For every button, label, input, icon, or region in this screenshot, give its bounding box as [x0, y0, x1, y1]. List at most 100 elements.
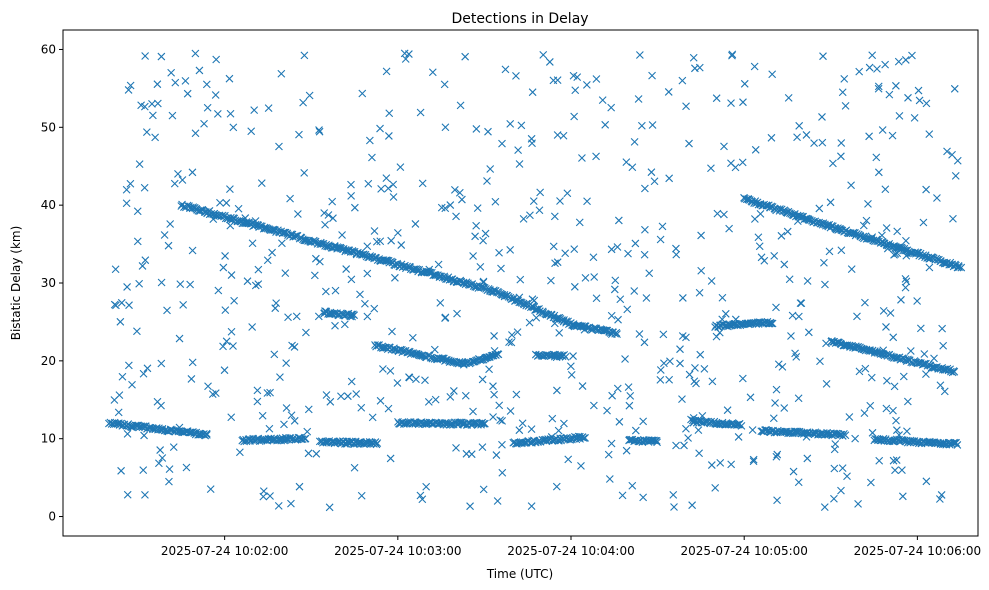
scatter-point: [578, 154, 586, 162]
scatter-point: [797, 299, 806, 308]
scatter-point: [175, 334, 184, 343]
scatter-point: [418, 495, 427, 504]
scatter-point: [590, 273, 599, 281]
scatter-point: [393, 229, 402, 237]
scatter-point: [141, 491, 149, 499]
scatter-point: [177, 202, 186, 210]
scatter-point: [187, 375, 196, 383]
scatter-point: [165, 477, 173, 486]
scatter-point: [670, 503, 678, 511]
scatter-point: [434, 260, 443, 269]
scatter-point: [263, 389, 272, 397]
scatter-point: [151, 133, 160, 142]
scatter-point: [135, 160, 144, 168]
scatter-point: [653, 438, 661, 447]
scatter-point: [864, 199, 872, 208]
scatter-point: [116, 317, 125, 326]
scatter-point: [469, 282, 478, 291]
scatter-point: [853, 312, 861, 321]
y-tick-label: 30: [41, 276, 56, 290]
scatter-point: [825, 247, 834, 256]
scatter-point: [229, 123, 238, 132]
scatter-point: [233, 217, 242, 226]
scatter-point: [727, 159, 735, 168]
scatter-point: [764, 201, 773, 210]
scatter-point: [553, 258, 562, 267]
scatter-point: [786, 429, 795, 437]
scatter-point: [176, 280, 185, 289]
scatter-point: [616, 295, 625, 304]
scatter-point: [695, 63, 704, 72]
scatter-point: [479, 236, 487, 245]
scatter-point: [592, 152, 600, 161]
y-tick-label: 60: [41, 42, 56, 56]
scatter-point: [707, 164, 715, 173]
scatter-point: [248, 323, 257, 331]
scatter-point: [363, 269, 372, 278]
scatter-point: [865, 63, 874, 72]
scatter-point: [890, 382, 899, 391]
scatter-point: [325, 503, 334, 512]
scatter-point: [898, 466, 906, 474]
scatter-point: [891, 81, 900, 90]
scatter-point: [512, 72, 520, 80]
scatter-point: [893, 249, 902, 258]
scatter-point: [936, 381, 945, 390]
scatter-point: [553, 386, 561, 395]
scatter-point: [697, 266, 706, 275]
scatter-point: [940, 387, 949, 396]
scatter-point: [421, 376, 429, 385]
scatter-point: [879, 346, 888, 355]
scatter-point: [582, 81, 591, 89]
scatter-point: [639, 493, 648, 502]
scatter-point: [631, 239, 640, 248]
scatter-point: [265, 424, 274, 433]
scatter-point: [478, 283, 486, 291]
scatter-point: [641, 225, 649, 234]
scatter-point: [922, 99, 931, 108]
scatter-point: [462, 449, 471, 458]
scatter-point: [270, 350, 279, 359]
scatter-point: [342, 265, 351, 273]
scatter-point: [141, 52, 150, 60]
scatter-point: [556, 197, 564, 205]
scatter-point: [695, 449, 703, 458]
scatter-point: [930, 354, 938, 363]
scatter-point: [382, 67, 391, 76]
scatter-point: [479, 485, 488, 494]
scatter-point: [631, 426, 640, 435]
scatter-point: [264, 104, 273, 112]
scatter-point: [133, 327, 141, 336]
scatter-point: [592, 294, 601, 303]
scatter-point: [363, 242, 372, 251]
scatter-point: [792, 427, 800, 436]
scatter-point: [771, 399, 779, 407]
scatter-point: [222, 199, 231, 207]
scatter-point: [810, 139, 818, 147]
scatter-point: [135, 279, 144, 288]
scatter-point: [169, 443, 178, 452]
scatter-point: [953, 441, 962, 449]
scatter-point: [938, 324, 947, 333]
scatter-point: [721, 309, 730, 318]
scatter-point: [478, 375, 487, 384]
scatter-point: [471, 232, 479, 241]
scatter-point: [491, 287, 500, 295]
scatter-point: [843, 472, 851, 481]
scatter-point: [479, 419, 488, 428]
scatter-point: [156, 446, 165, 454]
scatter-point: [301, 434, 310, 443]
scatter-point: [227, 327, 236, 336]
scatter-point: [479, 277, 488, 286]
scatter-point: [552, 482, 561, 491]
scatter-point: [525, 318, 534, 327]
scatter-point: [498, 468, 507, 477]
scatter-point: [440, 80, 449, 89]
scatter-point: [424, 397, 433, 406]
scatter-point: [160, 231, 169, 239]
scatter-point: [288, 341, 296, 350]
scatter-point: [303, 427, 312, 436]
scatter-point: [830, 494, 838, 503]
scatter-point: [347, 192, 356, 200]
scatter-point: [868, 428, 877, 437]
